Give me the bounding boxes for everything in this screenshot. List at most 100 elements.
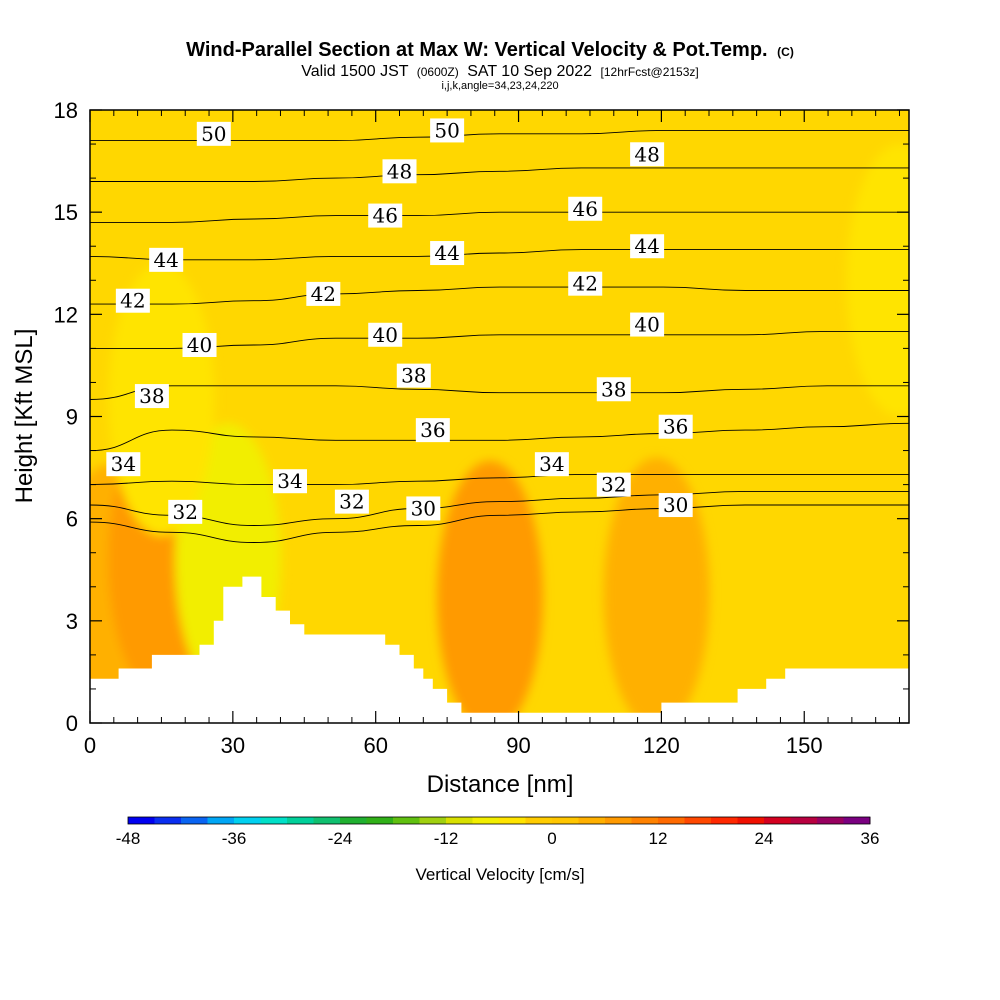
isentrope-label-bg [534, 452, 569, 477]
colorbar-swatch [313, 817, 341, 824]
colorbar-tick-label: 0 [547, 829, 556, 848]
colorbar-swatch [552, 817, 579, 824]
isentrope-label: 32 [339, 490, 364, 514]
colorbar-swatch [737, 817, 765, 824]
colorbar-swatch [843, 817, 871, 824]
y-tick-label: 18 [54, 98, 78, 123]
colorbar-swatch [472, 817, 500, 824]
isentrope-label: 42 [311, 282, 336, 306]
isentrope-label: 38 [401, 364, 426, 388]
isentrope-label: 36 [663, 415, 688, 439]
colorbar-swatch [287, 817, 314, 824]
isentrope-label: 42 [572, 272, 597, 296]
isentrope-label-bg [658, 493, 693, 518]
colorbar-frame [127, 816, 871, 825]
y-tick-label: 12 [54, 302, 78, 327]
isentrope-label: 40 [634, 313, 659, 337]
isentrope-38 [90, 385, 909, 400]
x-tick-label: 150 [786, 733, 823, 758]
isentrope-label-bg [406, 496, 441, 521]
subtitle-utc: (0600Z) [417, 65, 459, 79]
colorbar-swatch [128, 817, 155, 824]
isentrope-label: 34 [277, 469, 302, 493]
x-tick-label: 120 [643, 733, 680, 758]
isentrope-label-bg [415, 418, 450, 443]
isentrope-46 [90, 211, 909, 223]
isentrope-label: 38 [601, 377, 626, 401]
isentrope-label: 46 [372, 204, 397, 228]
isentrope-label-bg [149, 247, 184, 272]
colorbar-swatch [790, 817, 818, 824]
colorbar-swatch [181, 817, 208, 824]
isentrope-label: 48 [387, 159, 412, 183]
isentrope-label: 32 [173, 500, 198, 524]
y-tick-label: 0 [66, 711, 78, 736]
colorbar-swatch [764, 817, 791, 824]
isentrope-label-bg [596, 377, 631, 402]
isentrope-label-bg [568, 271, 603, 296]
chart-subtitle-indices: i,j,k,angle=34,23,24,220 [441, 80, 558, 92]
isentrope-48 [90, 167, 909, 182]
terrain-mask [90, 576, 909, 723]
isentrope-40 [90, 330, 909, 349]
isentrope-32 [90, 490, 909, 526]
isentrope-label-bg [182, 332, 217, 357]
chart-title-suffix: (C) [777, 45, 794, 59]
y-tick-label: 9 [66, 405, 78, 430]
colorbar-swatch [499, 817, 526, 824]
colorbar-tick-label: -24 [328, 829, 353, 848]
colorbar-swatch [154, 817, 182, 824]
colorbar-swatch [605, 817, 632, 824]
isentrope-label: 46 [572, 197, 597, 221]
colorbar-swatch [578, 817, 606, 824]
colorbar-swatch [525, 817, 553, 824]
isentrope-label-bg [272, 469, 307, 494]
isentrope-label: 42 [120, 289, 145, 313]
isentrope-34 [90, 473, 909, 486]
isentrope-label: 38 [139, 384, 164, 408]
isentrope-label: 34 [539, 452, 564, 476]
colorbar-swatch [817, 817, 844, 824]
colorbar-swatch [234, 817, 261, 824]
isentrope-label-bg [196, 121, 231, 146]
isentrope-label-bg [430, 118, 465, 143]
isentrope-label-bg [630, 234, 665, 259]
isentrope-label-bg [368, 322, 403, 347]
colorbar-swatch [631, 817, 659, 824]
isentrope-lines [90, 129, 909, 543]
isentrope-label-bg [306, 281, 341, 306]
y-tick-label: 3 [66, 609, 78, 634]
isentrope-label: 44 [434, 241, 459, 265]
y-tick-label: 6 [66, 507, 78, 532]
colorbar-swatch [260, 817, 288, 824]
isentrope-label: 40 [187, 333, 212, 357]
isentrope-label: 50 [201, 122, 226, 146]
isentrope-label: 44 [634, 234, 659, 258]
colorbar-tick-label: 24 [755, 829, 774, 848]
y-tick-label: 15 [54, 200, 78, 225]
colorbar-swatch [393, 817, 420, 824]
isentrope-label: 50 [434, 118, 459, 142]
colorbar-tick-label: -36 [222, 829, 247, 848]
isentrope-label-bg [630, 142, 665, 167]
subtitle-date: SAT 10 Sep 2022 [467, 63, 592, 80]
x-tick-label: 90 [506, 733, 530, 758]
colorbar-swatch [207, 817, 235, 824]
isentrope-label: 34 [111, 452, 136, 476]
isentrope-36 [90, 422, 909, 452]
colorbar: -48 -36 -24 -12 0 12 24 36 [116, 816, 879, 848]
isentrope-label: 32 [601, 473, 626, 497]
colorbar-swatch [340, 817, 367, 824]
isentrope-label-bg [115, 288, 150, 313]
isentrope-label: 30 [411, 496, 436, 520]
chart-subtitle: Valid 1500 JST (0600Z) SAT 10 Sep 2022 [… [301, 63, 699, 80]
isentrope-label: 40 [372, 323, 397, 347]
colorbar-swatch [711, 817, 738, 824]
isentrope-label-bg [396, 363, 431, 388]
colorbar-swatch [366, 817, 394, 824]
isentrope-label: 44 [153, 248, 178, 272]
isentrope-label-bg [596, 472, 631, 497]
x-tick-label: 30 [221, 733, 245, 758]
